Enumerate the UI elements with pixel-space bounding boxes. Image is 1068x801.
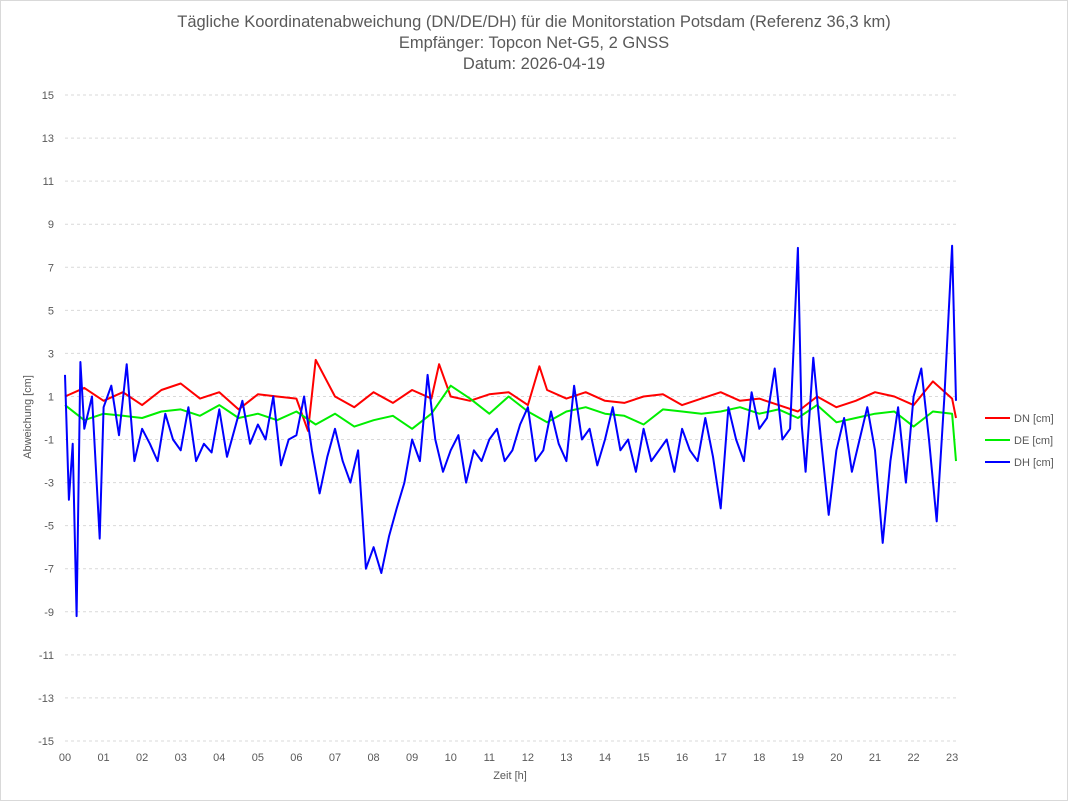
y-tick-label: 11 xyxy=(43,176,54,188)
x-axis-label: Zeit [h] xyxy=(493,770,527,782)
y-tick-label: -1 xyxy=(44,435,54,447)
x-tick-label: 09 xyxy=(406,752,418,764)
y-tick-label: -13 xyxy=(38,693,54,705)
y-tick-label: 15 xyxy=(42,90,54,102)
chart-title: Tägliche Koordinatenabweichung (DN/DE/DH… xyxy=(177,13,891,31)
y-tick-label: 3 xyxy=(48,348,54,360)
x-tick-label: 00 xyxy=(59,752,71,764)
chart-date-label: Datum: 2026-04-19 xyxy=(462,55,606,73)
x-tick-label: 10 xyxy=(445,752,457,764)
x-tick-label: 23 xyxy=(946,752,958,764)
legend-entry: DE [cm] xyxy=(1014,435,1053,447)
y-tick-label: 1 xyxy=(48,391,54,403)
x-tick-label: 20 xyxy=(830,752,842,764)
x-tick-label: 22 xyxy=(907,752,919,764)
y-tick-label: -5 xyxy=(44,521,54,533)
x-tick-label: 19 xyxy=(792,752,804,764)
legend: DN [cm] DE [cm] DH [cm] xyxy=(985,413,1054,469)
series-lines xyxy=(64,244,957,618)
x-tick-label: 17 xyxy=(715,752,727,764)
x-tick-label: 21 xyxy=(869,752,881,764)
series-line-2 xyxy=(64,384,957,462)
chart-subtitle: Empfänger: Topcon Net-G5, 2 GNSS xyxy=(398,34,670,52)
x-tick-label: 06 xyxy=(290,752,302,764)
x-tick-label: 07 xyxy=(329,752,341,764)
x-tick-label: 18 xyxy=(753,752,765,764)
y-tick-label: -3 xyxy=(44,478,54,490)
x-tick-label: 16 xyxy=(676,752,688,764)
y-tick-label: -11 xyxy=(39,650,54,662)
x-tick-label: 04 xyxy=(213,752,225,764)
legend-entry: DH [cm] xyxy=(1014,457,1054,469)
y-tick-label: -9 xyxy=(44,607,54,619)
x-tick-label: 11 xyxy=(484,752,495,764)
y-axis-label: Abweichung [cm] xyxy=(22,375,34,459)
series-line-3 xyxy=(64,244,957,618)
x-tick-label: 05 xyxy=(252,752,264,764)
grid-lines xyxy=(65,94,956,742)
y-tick-label: -15 xyxy=(38,736,54,748)
x-tick-label: 13 xyxy=(560,752,572,764)
y-tick-label: 13 xyxy=(42,133,54,145)
x-tick-label: 01 xyxy=(97,752,109,764)
x-tick-label: 15 xyxy=(637,752,649,764)
chart-title-block: Tägliche Koordinatenabweichung (DN/DE/DH… xyxy=(0,12,1068,75)
x-tick-label: 02 xyxy=(136,752,148,764)
y-tick-label: 5 xyxy=(48,305,54,317)
x-tick-label: 08 xyxy=(367,752,379,764)
series-line-1 xyxy=(64,358,957,432)
y-tick-label: -7 xyxy=(44,564,54,576)
x-tick-label: 03 xyxy=(175,752,187,764)
legend-entry: DN [cm] xyxy=(1014,413,1054,425)
x-tick-label: 14 xyxy=(599,752,611,764)
y-tick-label: 7 xyxy=(48,262,54,274)
x-tick-labels: 00 01 02 03 04 05 06 07 08 09 10 11 12 13 14 15 16 17 18 19… xyxy=(59,752,958,764)
x-tick-label: 12 xyxy=(522,752,534,764)
y-tick-label: 9 xyxy=(48,219,54,231)
